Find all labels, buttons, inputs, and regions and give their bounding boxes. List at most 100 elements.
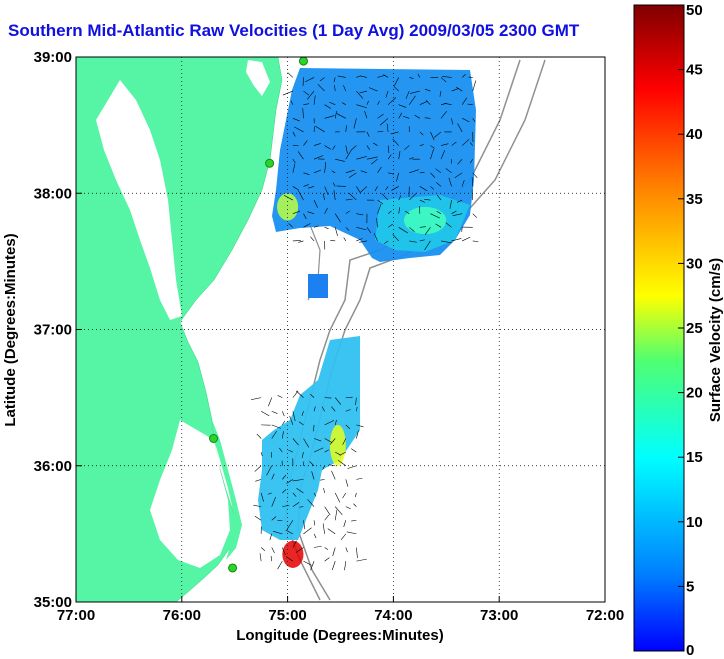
velocity-vector bbox=[356, 424, 364, 428]
velocity-vector bbox=[360, 75, 368, 78]
velocity-vector bbox=[307, 186, 315, 189]
velocity-vector bbox=[332, 182, 336, 187]
velocity-vector bbox=[374, 186, 378, 192]
velocity-vector bbox=[430, 145, 435, 149]
velocity-hotspot bbox=[403, 206, 447, 235]
velocity-vector bbox=[288, 223, 294, 228]
velocity-vector bbox=[313, 492, 317, 497]
velocity-vector bbox=[440, 143, 449, 146]
velocity-vector bbox=[313, 155, 324, 160]
velocity-vector bbox=[461, 74, 466, 78]
velocity-vector bbox=[285, 529, 294, 535]
colorbar-tick-label: 50 bbox=[686, 2, 703, 19]
velocity-vector bbox=[292, 492, 297, 497]
velocity-vector bbox=[299, 506, 304, 508]
velocity-vector bbox=[313, 169, 322, 174]
velocity-vector bbox=[445, 168, 452, 174]
velocity-vector bbox=[324, 145, 331, 150]
velocity-vector bbox=[472, 213, 478, 218]
velocity-vector bbox=[331, 406, 336, 412]
colorbar-tick-label: 25 bbox=[686, 320, 703, 337]
y-tick-label: 36:00 bbox=[34, 458, 72, 475]
grid bbox=[76, 57, 605, 602]
velocity-vector bbox=[394, 77, 399, 86]
velocity-vector bbox=[472, 172, 478, 179]
velocity-vector bbox=[440, 150, 446, 160]
velocity-vector bbox=[309, 461, 315, 466]
velocity-vector bbox=[366, 145, 370, 150]
velocity-vector bbox=[322, 523, 325, 534]
velocity-vector bbox=[347, 465, 357, 469]
velocity-vector bbox=[311, 471, 315, 480]
velocity-vector bbox=[377, 131, 384, 133]
velocity-vector bbox=[324, 162, 327, 173]
velocity-vector bbox=[313, 533, 317, 539]
velocity-vector bbox=[339, 451, 346, 456]
velocity-vector bbox=[356, 227, 367, 231]
velocity-vector bbox=[356, 406, 358, 412]
velocity-vector bbox=[385, 186, 389, 190]
y-tick-label: 37:00 bbox=[34, 322, 72, 339]
velocity-vector bbox=[387, 210, 392, 214]
velocity-vector bbox=[392, 138, 399, 146]
velocity-vector bbox=[271, 424, 281, 429]
velocity-vector bbox=[425, 100, 431, 105]
velocity-vector bbox=[398, 195, 402, 201]
chart-title: Southern Mid-Atlantic Raw Velocities (1 … bbox=[8, 21, 580, 40]
velocity-vector bbox=[286, 520, 294, 530]
velocity-vector bbox=[324, 186, 329, 195]
velocity-vector bbox=[277, 560, 283, 570]
velocity-vector bbox=[330, 239, 336, 242]
velocity-vector bbox=[321, 406, 325, 412]
velocity-vector bbox=[457, 158, 463, 165]
velocity-vector bbox=[398, 151, 401, 160]
velocity-vector bbox=[269, 533, 273, 541]
velocity-vector bbox=[448, 177, 452, 187]
velocity-vector bbox=[404, 210, 410, 214]
velocity-vector bbox=[324, 557, 330, 562]
velocity-vector bbox=[381, 193, 389, 201]
velocity-vector bbox=[471, 189, 474, 201]
x-tick-label: 72:00 bbox=[586, 607, 624, 624]
velocity-vector bbox=[383, 74, 389, 78]
radar-site-marker bbox=[209, 434, 219, 443]
y-axis-label: Latitude (Degrees:Minutes) bbox=[2, 233, 19, 426]
velocity-vector bbox=[430, 131, 435, 141]
velocity-vector bbox=[424, 199, 431, 201]
velocity-vector bbox=[414, 114, 421, 119]
velocity-vector bbox=[409, 192, 418, 201]
velocity-vector bbox=[324, 115, 335, 119]
velocity-vector bbox=[271, 547, 275, 554]
velocity-vector bbox=[271, 473, 275, 480]
velocity-vector bbox=[313, 545, 322, 548]
velocity-vector bbox=[461, 179, 465, 187]
velocity-vector bbox=[313, 143, 321, 146]
velocity-vector bbox=[409, 77, 414, 79]
velocity-vector bbox=[254, 515, 262, 521]
velocity-vector bbox=[317, 84, 325, 92]
velocity-vector bbox=[469, 142, 473, 146]
velocity-vector bbox=[424, 88, 431, 92]
velocity-vector bbox=[417, 73, 421, 78]
colorbar-tick-label: 15 bbox=[686, 449, 703, 466]
velocity-vector bbox=[282, 431, 284, 439]
velocity-vector bbox=[456, 199, 463, 203]
velocity-vector bbox=[353, 503, 357, 507]
delaware-bay bbox=[246, 60, 270, 96]
velocity-vector bbox=[377, 166, 382, 173]
velocity-vector bbox=[366, 156, 378, 160]
velocity-vector bbox=[436, 182, 442, 187]
velocity-vector bbox=[396, 172, 399, 182]
velocity-vector bbox=[461, 97, 468, 105]
velocity-vector bbox=[385, 90, 389, 98]
velocity-vector bbox=[345, 547, 348, 553]
velocity-vector bbox=[435, 168, 442, 174]
velocity-vector bbox=[292, 186, 299, 191]
velocity-vector bbox=[377, 203, 382, 214]
velocity-vector bbox=[359, 90, 368, 94]
velocity-vector bbox=[261, 410, 270, 417]
velocity-vector bbox=[332, 145, 336, 150]
velocity-vector bbox=[405, 90, 410, 99]
velocity-vector bbox=[445, 222, 452, 228]
velocity-vector bbox=[440, 77, 447, 83]
